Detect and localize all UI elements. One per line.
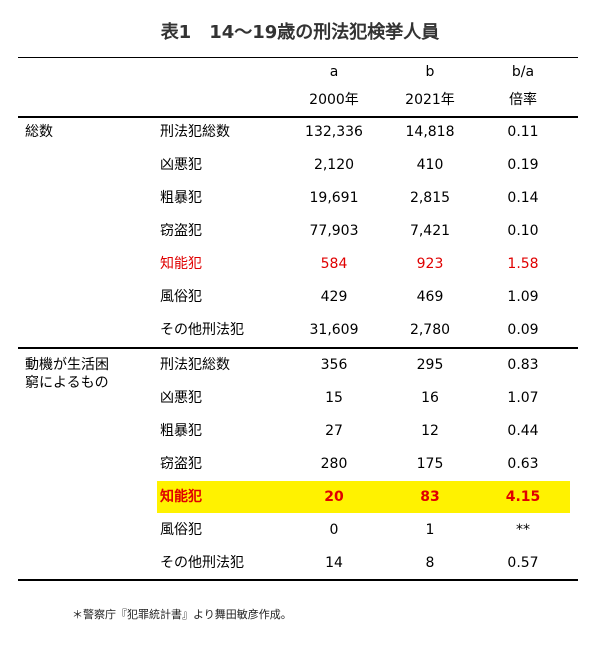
rule [18,57,578,58]
cell: 0.57 [507,555,539,571]
column-header: 2000年 [309,92,359,108]
cell: 356 [320,357,348,373]
group-label: 動機が生活困窮によるもの [25,357,109,391]
row-label: 凶悪犯 [160,390,202,406]
row-label: 刑法犯総数 [160,124,230,140]
row-label: 窃盗犯 [160,223,202,239]
cell: 14 [325,555,343,571]
cell: ** [516,522,530,538]
cell: 0.19 [507,157,539,173]
row-label: その他刑法犯 [160,555,244,571]
cell: 410 [416,157,444,173]
cell: 1.58 [507,256,539,272]
cell: 132,336 [305,124,363,140]
cell: 280 [320,456,348,472]
cell: 0.83 [507,357,539,373]
cell: 0.63 [507,456,539,472]
cell: 0.44 [507,423,539,439]
row-label: 風俗犯 [160,289,202,305]
column-header: b/a [511,64,535,80]
cell: 584 [320,256,348,272]
cell: 1.09 [507,289,539,305]
column-header: 2021年 [405,92,455,108]
cell: 2,815 [409,190,451,206]
cell: 8 [425,555,435,571]
row-label: 刑法犯総数 [160,357,230,373]
cell: 0 [329,522,339,538]
group-label: 総数 [25,124,53,140]
row-label: 粗暴犯 [160,423,202,439]
cell: 20 [324,489,344,505]
cell: 1 [425,522,435,538]
cell: 923 [416,256,444,272]
cell: 15 [325,390,343,406]
cell: 83 [420,489,440,505]
cell: 0.10 [507,223,539,239]
column-header: b [425,64,435,80]
cell: 27 [325,423,343,439]
cell: 469 [416,289,444,305]
rule [18,116,578,118]
cell: 2,120 [313,157,355,173]
cell: 7,421 [409,223,451,239]
rule [18,347,578,349]
column-header: 倍率 [509,92,537,108]
cell: 19,691 [309,190,359,206]
cell: 175 [416,456,444,472]
cell: 31,609 [309,322,359,338]
cell: 1.07 [507,390,539,406]
row-label: 知能犯 [160,489,202,505]
cell: 429 [320,289,348,305]
row-label: 粗暴犯 [160,190,202,206]
column-header: a [329,64,339,80]
cell: 77,903 [309,223,359,239]
cell: 0.14 [507,190,539,206]
row-label: 凶悪犯 [160,157,202,173]
cell: 0.09 [507,322,539,338]
highlight [157,481,570,513]
cell: 0.11 [507,124,539,140]
row-label: 知能犯 [160,256,202,272]
table-title: 表1 14～19歳の刑法犯検挙人員 [160,22,440,43]
cell: 295 [416,357,444,373]
cell: 12 [421,423,439,439]
cell: 14,818 [405,124,455,140]
row-label: 窃盗犯 [160,456,202,472]
cell: 16 [421,390,439,406]
rule [18,579,578,581]
cell: 2,780 [409,322,451,338]
row-label: その他刑法犯 [160,322,244,338]
cell: 4.15 [505,489,541,505]
row-label: 風俗犯 [160,522,202,538]
footnote: ＊警察庁『犯罪統計書』より舞田敏彦作成。 [72,608,292,621]
